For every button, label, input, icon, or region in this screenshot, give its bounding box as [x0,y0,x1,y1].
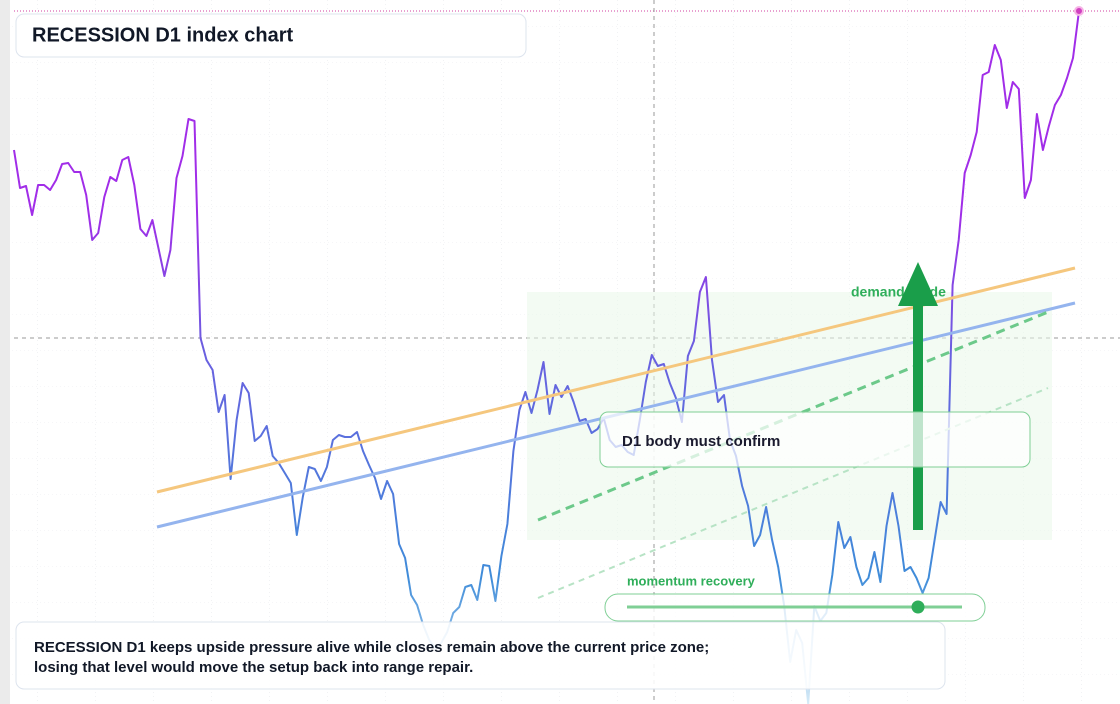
confirm-text: D1 body must confirm [622,433,780,450]
price-line [13,10,1080,704]
note-line: RECESSION D1 keeps upside pressure alive… [34,639,709,656]
note-box [15,621,946,690]
momentum-label: momentum recovery [627,573,756,588]
confirm-box [599,411,1031,468]
note-line: losing that level would move the setup b… [34,659,473,676]
momentum-knob [911,600,925,614]
chart-title: RECESSION D1 index chart [32,24,294,46]
left-edge [0,0,10,704]
last-point [1074,6,1084,16]
title-box [15,13,527,58]
arrow-head [898,262,938,306]
series-layer [13,6,1084,704]
trend-line-light-green [537,387,1049,599]
